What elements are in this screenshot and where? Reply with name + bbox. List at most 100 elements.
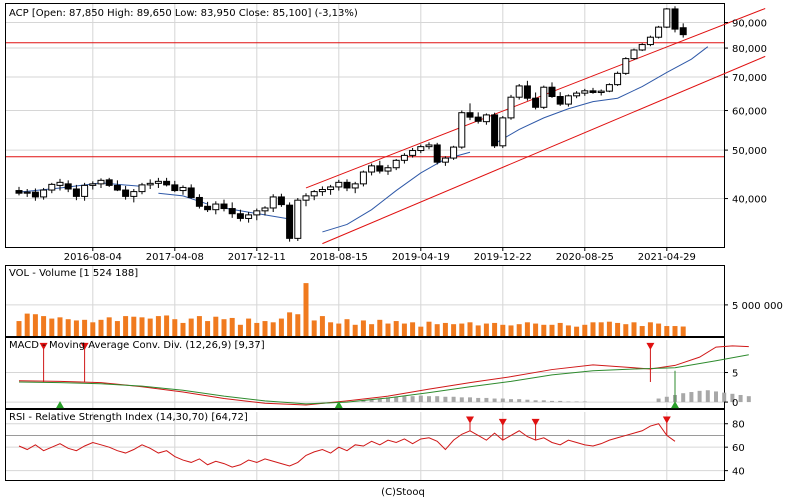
volume-bar: [492, 322, 498, 336]
candle-up: [515, 85, 523, 98]
macd-buy-marker: [334, 401, 343, 409]
volume-bar: [664, 326, 670, 336]
macd-histogram-bar: [468, 397, 472, 403]
candle-up: [40, 189, 48, 198]
volume-bar: [410, 322, 416, 336]
volume-bar: [418, 326, 424, 336]
candle-down: [195, 196, 203, 207]
volume-bar: [164, 315, 170, 336]
candle-up: [630, 49, 638, 60]
candle-up: [564, 95, 572, 105]
volume-bar: [237, 324, 243, 336]
macd-histogram-bar: [705, 390, 710, 403]
candle-down: [122, 189, 130, 197]
candle-down: [466, 112, 474, 118]
volume-bar: [319, 316, 325, 336]
volume-bar: [451, 324, 457, 336]
volume-bar: [369, 324, 375, 336]
candle-down: [433, 144, 441, 163]
rsi-title: RSI - Relative Strength Index (14,30,70)…: [9, 412, 248, 423]
volume-bar: [639, 326, 645, 336]
candle-down: [523, 85, 531, 99]
candle-up: [614, 72, 622, 86]
volume-panel: [5, 265, 725, 337]
candle-up: [638, 44, 646, 51]
candle-down: [171, 184, 179, 192]
x-tick-label: 2016-08-04: [64, 252, 122, 263]
macd-histogram-bar: [369, 399, 374, 403]
price-tick-label: 50,000: [732, 146, 767, 157]
candle-down: [163, 180, 171, 186]
volume-bar: [574, 326, 580, 336]
volume-bar: [41, 316, 47, 336]
x-tick-label: 2020-08-25: [556, 252, 614, 263]
volume-bar: [615, 322, 621, 336]
macd-histogram-bar: [525, 399, 530, 403]
candle-up: [663, 8, 671, 28]
moving-average-line: [18, 46, 709, 233]
volume-bar: [24, 313, 30, 336]
candle-down: [228, 208, 236, 215]
macd-histogram-bar: [730, 393, 735, 403]
macd-histogram-bar: [500, 398, 505, 403]
volume-bar: [180, 322, 186, 336]
copyright-footer: (C)Stooq: [381, 487, 425, 498]
volume-bar: [500, 324, 506, 336]
price-tick-label: 60,000: [732, 107, 767, 118]
candles: [15, 6, 687, 242]
candle-down: [548, 86, 556, 98]
volume-bar: [385, 323, 391, 336]
volume-bar: [221, 319, 227, 336]
candle-up: [384, 167, 392, 172]
volume-title: VOL - Volume [1 524 188]: [9, 268, 138, 279]
volume-bars: [16, 283, 686, 336]
volume-bar: [401, 323, 407, 336]
macd-tick-label: 5: [732, 369, 738, 380]
macd-histogram-bar: [435, 396, 440, 403]
candle-up: [597, 90, 605, 93]
x-tick-label: 2018-08-15: [310, 252, 368, 263]
price-title: ACP [Open: 87,850 High: 89,650 Low: 83,9…: [9, 8, 358, 19]
candle-up: [310, 191, 318, 197]
candle-up: [146, 182, 154, 186]
volume-bar: [106, 317, 112, 336]
volume-bar: [631, 322, 637, 336]
volume-bar: [295, 314, 301, 336]
volume-bar: [541, 324, 547, 336]
volume-bar: [90, 322, 96, 336]
rsi-tick-label: 40: [732, 467, 745, 478]
macd-histogram-bar: [377, 398, 382, 403]
candle-up: [441, 157, 449, 163]
macd-sell-marker: [39, 342, 48, 350]
macd-histogram-bar: [738, 394, 743, 403]
volume-bar: [311, 320, 317, 336]
ma-line-segment: [494, 46, 709, 145]
candle-down: [532, 97, 540, 108]
macd-histogram-bar: [550, 400, 554, 403]
x-tick-label: 2021-04-29: [638, 252, 696, 263]
candle-up: [605, 84, 613, 92]
macd-lines: [18, 342, 751, 409]
candle-down: [204, 205, 212, 211]
volume-bar: [336, 323, 342, 336]
macd-sell-marker: [80, 342, 89, 350]
volume-bar: [278, 318, 284, 336]
volume-bar: [360, 320, 366, 336]
volume-bar: [598, 322, 604, 336]
macd-histogram-bar: [722, 392, 727, 403]
macd-histogram-bar: [476, 397, 481, 403]
volume-bar: [426, 321, 432, 336]
candle-up: [400, 154, 408, 161]
volume-bar: [123, 316, 129, 336]
candle-up: [48, 183, 56, 191]
candle-up: [417, 146, 425, 152]
macd-sell-marker: [646, 342, 655, 350]
volume-bar: [229, 317, 235, 336]
candle-down: [343, 181, 351, 189]
volume-bar: [623, 324, 629, 336]
macd-histogram-bar: [689, 392, 694, 403]
candle-down: [72, 188, 80, 197]
candle-down: [277, 196, 285, 206]
macd-histogram-bar: [714, 391, 718, 403]
volume-bar: [155, 316, 161, 336]
